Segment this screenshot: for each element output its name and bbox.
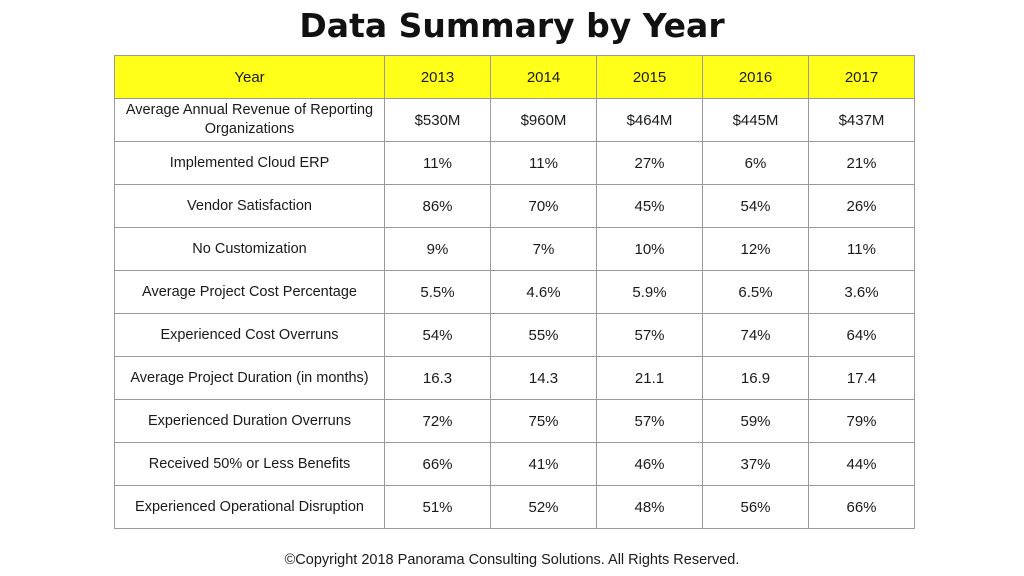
table-row: No Customization 9% 7% 10% 12% 11% [114, 227, 915, 271]
row-label: Implemented Cloud ERP [114, 141, 385, 185]
table-cell: 48% [596, 485, 703, 529]
row-label: Average Project Cost Percentage [114, 270, 385, 314]
table-row: Average Project Cost Percentage 5.5% 4.6% 5… [114, 270, 915, 314]
table-cell: 4.6% [490, 270, 597, 314]
table-row: Experienced Cost Overruns 54% 55% 57% 74% 64% [114, 313, 915, 357]
table-row: Experienced Duration Overruns 72% 75% 57% 59… [114, 399, 915, 443]
table-row: Vendor Satisfaction 86% 70% 45% 54% 26% [114, 184, 915, 228]
table-cell: 54% [384, 313, 491, 357]
table-cell: $464M [596, 98, 703, 142]
table-row: Average Annual Revenue of Reporting Orga… [114, 98, 915, 142]
table-row: Implemented Cloud ERP 11% 11% 27% 6% 21% [114, 141, 915, 185]
table-cell: 51% [384, 485, 491, 529]
table-row: Experienced Operational Disruption 51% 52%… [114, 485, 915, 529]
table-cell: 41% [490, 442, 597, 486]
table-cell: $960M [490, 98, 597, 142]
table-cell: 12% [702, 227, 809, 271]
table-cell: 7% [490, 227, 597, 271]
table-body: Average Annual Revenue of Reporting Orga… [114, 98, 915, 529]
table-cell: 21% [808, 141, 915, 185]
table-cell: 11% [808, 227, 915, 271]
table-cell: 52% [490, 485, 597, 529]
data-summary-table: Year 2013 2014 2015 2016 2017 Average Annual … [114, 55, 915, 529]
table-cell: 3.6% [808, 270, 915, 314]
table-cell: $445M [702, 98, 809, 142]
row-label: Average Project Duration (in months) [114, 356, 385, 400]
row-label: No Customization [114, 227, 385, 271]
table-cell: 45% [596, 184, 703, 228]
header-cell-3: 2015 [596, 55, 703, 99]
table-cell: 44% [808, 442, 915, 486]
table-cell: 5.9% [596, 270, 703, 314]
row-label: Experienced Cost Overruns [114, 313, 385, 357]
table-cell: 56% [702, 485, 809, 529]
table-cell: $530M [384, 98, 491, 142]
table-cell: 72% [384, 399, 491, 443]
table-cell: 16.3 [384, 356, 491, 400]
table-cell: 9% [384, 227, 491, 271]
row-label: Experienced Operational Disruption [114, 485, 385, 529]
table-cell: 57% [596, 399, 703, 443]
table-cell: 46% [596, 442, 703, 486]
table-cell: 79% [808, 399, 915, 443]
header-cell-2: 2014 [490, 55, 597, 99]
table-cell: 26% [808, 184, 915, 228]
table-cell: 66% [808, 485, 915, 529]
table-cell: 10% [596, 227, 703, 271]
row-label: Experienced Duration Overruns [114, 399, 385, 443]
table-cell: 17.4 [808, 356, 915, 400]
table-header-row: Year 2013 2014 2015 2016 2017 [114, 55, 915, 99]
table-cell: 11% [490, 141, 597, 185]
table-cell: 21.1 [596, 356, 703, 400]
header-cell-1: 2013 [384, 55, 491, 99]
header-cell-4: 2016 [702, 55, 809, 99]
table-cell: 55% [490, 313, 597, 357]
table-cell: 64% [808, 313, 915, 357]
table-cell: $437M [808, 98, 915, 142]
row-label: Received 50% or Less Benefits [114, 442, 385, 486]
table-cell: 27% [596, 141, 703, 185]
row-label: Vendor Satisfaction [114, 184, 385, 228]
table-cell: 5.5% [384, 270, 491, 314]
table-cell: 59% [702, 399, 809, 443]
table-cell: 74% [702, 313, 809, 357]
table-cell: 57% [596, 313, 703, 357]
table-cell: 16.9 [702, 356, 809, 400]
header-cell-5: 2017 [808, 55, 915, 99]
table-row: Received 50% or Less Benefits 66% 41% 46% 37… [114, 442, 915, 486]
table-cell: 86% [384, 184, 491, 228]
table-cell: 66% [384, 442, 491, 486]
chart-title: Data Summary by Year [299, 6, 725, 45]
table-cell: 14.3 [490, 356, 597, 400]
table-cell: 70% [490, 184, 597, 228]
table-cell: 6% [702, 141, 809, 185]
row-label: Average Annual Revenue of Reporting Orga… [114, 98, 385, 142]
table-cell: 11% [384, 141, 491, 185]
table-cell: 37% [702, 442, 809, 486]
table-cell: 75% [490, 399, 597, 443]
table-cell: 54% [702, 184, 809, 228]
table-cell: 6.5% [702, 270, 809, 314]
header-cell-year: Year [114, 55, 385, 99]
table-row: Average Project Duration (in months) 16.3… [114, 356, 915, 400]
copyright-footer: ©Copyright 2018 Panorama Consulting Solu… [284, 552, 740, 568]
